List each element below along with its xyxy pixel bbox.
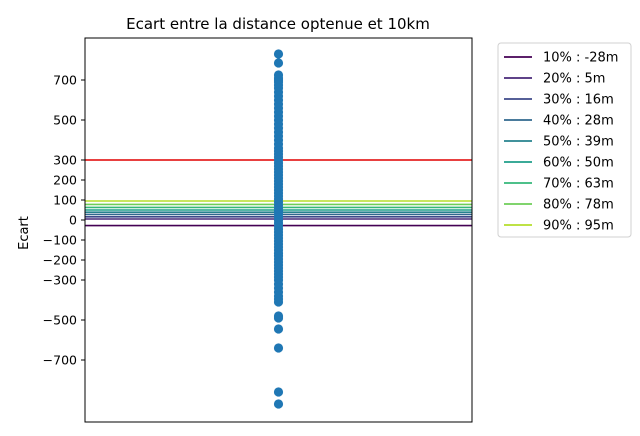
legend: 10% : -28m 20% : 5m 30% : 16m 40% : 28m 50% …: [497, 42, 632, 238]
y-tick-label: −500: [43, 313, 77, 328]
y-tick-label: 500: [53, 113, 77, 128]
legend-label: 30% : 16m: [543, 93, 614, 108]
y-tick-label: 200: [53, 173, 77, 188]
y-tick-label: −200: [43, 253, 77, 268]
y-tick-label: 0: [69, 213, 77, 228]
legend-label: 40% : 28m: [543, 114, 614, 129]
plot-area: 700 500 300 200 100 0 −100 −200 −300 −500 −700: [43, 37, 473, 423]
legend-label: 50% : 39m: [543, 135, 614, 150]
legend-label: 20% : 5m: [543, 72, 605, 87]
scatter-point-76: [273, 324, 284, 334]
scatter-point-79: [273, 399, 284, 409]
y-tick-label: 700: [53, 73, 77, 88]
legend-label: 60% : 50m: [543, 156, 614, 171]
scatter-point-77: [273, 343, 284, 353]
legend-label: 80% : 78m: [543, 198, 614, 213]
y-tick-label: −700: [43, 353, 77, 368]
chart-title: Ecart entre la distance optenue et 10km: [126, 15, 430, 33]
scatter-point-75: [273, 313, 284, 323]
y-tick-label: −100: [43, 233, 77, 248]
legend-label: 10% : -28m: [543, 51, 618, 66]
y-tick-label: −300: [43, 273, 77, 288]
legend-box: [497, 42, 632, 238]
scatter-point-78: [273, 387, 284, 397]
y-tick-label: 300: [53, 153, 77, 168]
plot-frame: [84, 37, 473, 423]
y-tick-label: 100: [53, 193, 77, 208]
scatter-point-73: [273, 297, 284, 307]
legend-label: 90% : 95m: [543, 219, 614, 234]
scatter-point-1: [273, 49, 284, 59]
scatter-point-2: [273, 58, 284, 68]
legend-label: 70% : 63m: [543, 177, 614, 192]
y-axis-label: Ecart: [17, 216, 32, 250]
